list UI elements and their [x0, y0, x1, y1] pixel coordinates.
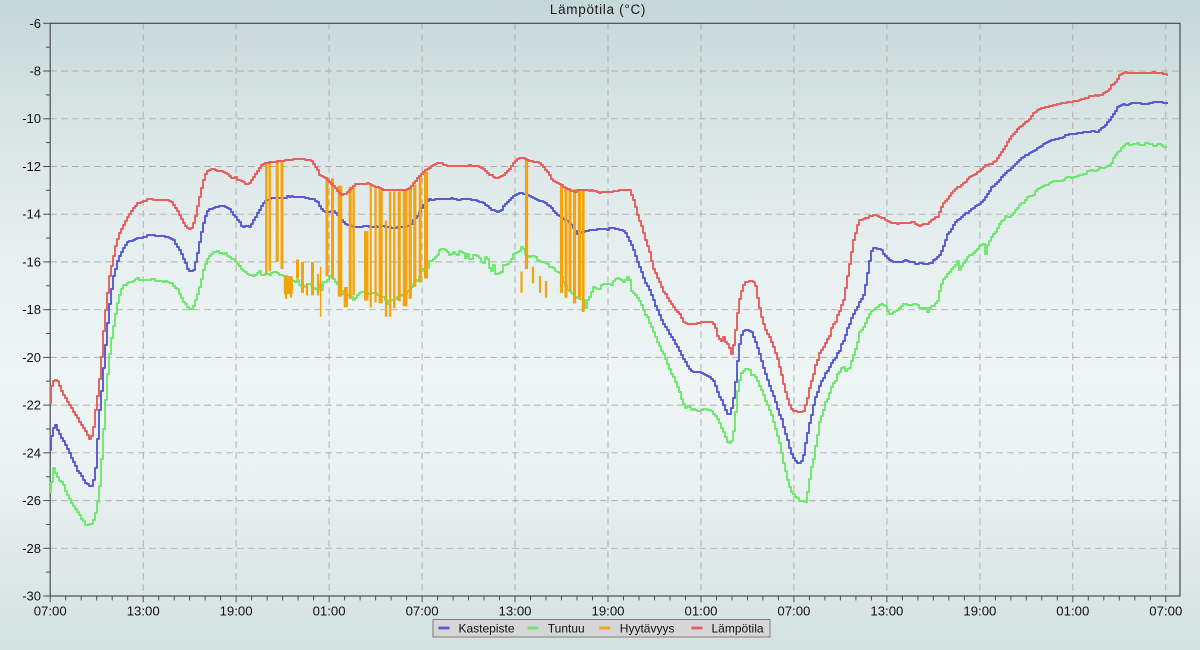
svg-text:01:00: 01:00 — [1056, 604, 1089, 619]
svg-text:07:00: 07:00 — [406, 604, 439, 619]
svg-text:19:00: 19:00 — [591, 604, 624, 619]
svg-text:01:00: 01:00 — [684, 604, 717, 619]
svg-text:Kastepiste: Kastepiste — [459, 622, 515, 636]
svg-text:-8: -8 — [29, 64, 41, 79]
svg-text:Tuntuu: Tuntuu — [548, 622, 585, 636]
svg-text:-22: -22 — [22, 398, 41, 413]
svg-text:07:00: 07:00 — [1149, 604, 1182, 619]
svg-text:19:00: 19:00 — [963, 604, 996, 619]
svg-text:-28: -28 — [22, 541, 41, 556]
svg-text:-6: -6 — [29, 16, 41, 31]
svg-text:Lämpötila (°C): Lämpötila (°C) — [550, 2, 646, 17]
svg-text:-12: -12 — [22, 159, 41, 174]
svg-text:Hyytävyys: Hyytävyys — [620, 622, 675, 636]
svg-text:13:00: 13:00 — [870, 604, 903, 619]
svg-text:13:00: 13:00 — [498, 604, 531, 619]
svg-text:07:00: 07:00 — [777, 604, 810, 619]
svg-text:-10: -10 — [22, 111, 41, 126]
svg-text:07:00: 07:00 — [34, 604, 67, 619]
svg-text:-14: -14 — [22, 207, 41, 222]
svg-text:Lämpötila: Lämpötila — [712, 622, 764, 636]
svg-text:-26: -26 — [22, 493, 41, 508]
svg-text:19:00: 19:00 — [220, 604, 253, 619]
svg-text:-30: -30 — [22, 589, 41, 604]
svg-text:-18: -18 — [22, 302, 41, 317]
svg-text:01:00: 01:00 — [313, 604, 346, 619]
svg-text:-24: -24 — [22, 445, 41, 460]
svg-text:-16: -16 — [22, 254, 41, 269]
svg-text:13:00: 13:00 — [127, 604, 160, 619]
svg-text:-20: -20 — [22, 350, 41, 365]
